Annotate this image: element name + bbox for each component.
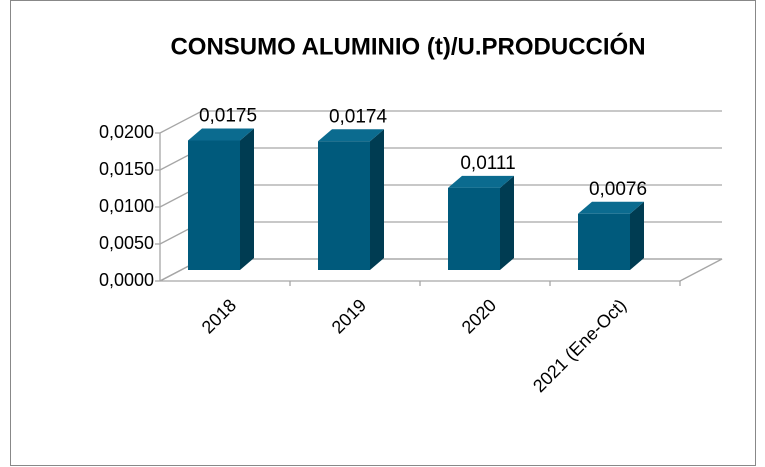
- bar: [578, 213, 630, 270]
- bar: [188, 140, 240, 270]
- data-label: 0,0111: [460, 153, 515, 174]
- bar-side: [370, 129, 384, 270]
- data-label: 0,0174: [329, 106, 388, 127]
- chart-title: CONSUMO ALUMINIO (t)/U.PRODUCCIÓN: [170, 32, 645, 60]
- bar-top: [318, 129, 384, 142]
- bar: [448, 187, 500, 270]
- bar-top: [578, 201, 644, 214]
- bar-side: [240, 128, 254, 270]
- y-tick-label: 0,0050: [99, 233, 154, 253]
- bar-side: [630, 201, 644, 270]
- y-tick-label: 0,0000: [99, 270, 154, 290]
- y-tick-label: 0,0150: [99, 159, 154, 179]
- bar: [318, 141, 370, 270]
- grid-line: [159, 110, 722, 134]
- y-tick-label: 0,0200: [99, 122, 154, 142]
- data-label: 0,0076: [589, 179, 647, 200]
- data-label: 0,0175: [199, 106, 257, 127]
- y-tick-label: 0,0100: [99, 196, 154, 216]
- bar-side: [500, 175, 514, 270]
- bar-top: [188, 128, 254, 141]
- bar-top: [448, 175, 514, 188]
